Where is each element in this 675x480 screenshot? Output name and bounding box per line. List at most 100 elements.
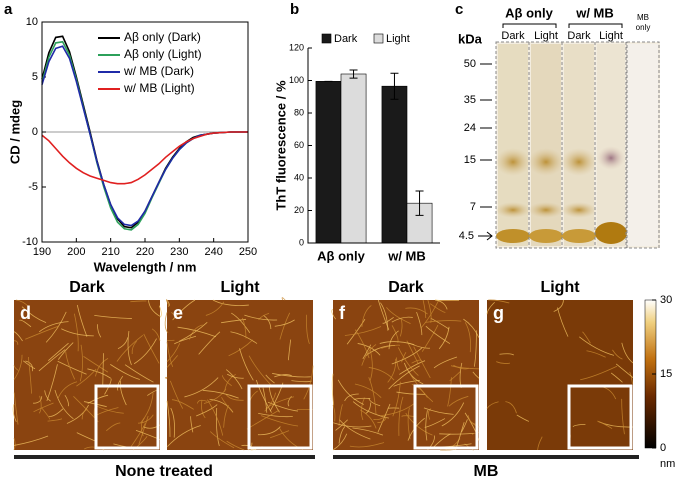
y-tick-label: -10	[22, 236, 38, 248]
fibril	[411, 383, 428, 398]
fibril	[102, 353, 104, 387]
fibril	[430, 317, 450, 330]
fibril	[166, 400, 171, 437]
marker-label: 50	[464, 58, 476, 70]
y-axis-title: CD / mdeg	[7, 100, 22, 164]
fibril	[369, 347, 373, 381]
legend-swatch	[321, 33, 332, 44]
group-brackets	[502, 23, 623, 28]
fibril	[127, 331, 132, 366]
fibril	[331, 373, 335, 406]
inset-frame	[413, 384, 479, 450]
fibril	[427, 299, 432, 323]
fibril	[405, 307, 428, 315]
fibril	[579, 336, 615, 356]
fibril	[387, 358, 397, 383]
fibril	[79, 344, 83, 382]
fibril	[13, 331, 23, 342]
gel-band	[561, 148, 597, 176]
fibril	[166, 341, 174, 368]
fibril	[57, 360, 87, 375]
lane	[597, 44, 625, 246]
fibril	[272, 373, 311, 378]
fibril	[164, 312, 169, 334]
bar	[381, 85, 408, 244]
image-title: Light	[220, 279, 260, 296]
fibril	[244, 314, 278, 321]
inset-frame	[567, 384, 633, 450]
fibril	[165, 376, 168, 379]
fibril	[96, 324, 102, 338]
fibril	[352, 401, 389, 419]
fibril	[377, 299, 390, 330]
fibril	[158, 305, 162, 318]
fibril	[306, 314, 310, 345]
fibril	[344, 326, 382, 336]
marker-label: 7	[470, 201, 476, 213]
fibril	[265, 374, 275, 384]
fibril	[221, 375, 232, 387]
fibril	[281, 297, 286, 301]
fibril	[131, 340, 137, 355]
fibril	[429, 303, 446, 313]
fibril	[450, 365, 480, 370]
fibril	[227, 373, 244, 379]
lane-borders	[495, 41, 660, 249]
fibril	[433, 356, 458, 369]
fibril	[349, 442, 385, 448]
fibril	[433, 433, 451, 448]
gel-band	[562, 229, 596, 243]
fibril	[331, 308, 337, 320]
fibril	[27, 356, 33, 394]
lane	[627, 44, 658, 246]
fibril	[368, 367, 395, 381]
fibril	[140, 392, 154, 424]
fibril	[202, 389, 239, 399]
fibril	[38, 395, 42, 414]
fibril	[205, 301, 225, 316]
fibril	[172, 299, 196, 321]
fibril	[354, 329, 370, 359]
fibril	[438, 326, 450, 350]
group-bar	[14, 455, 315, 459]
fibril	[377, 403, 391, 433]
legend-label: Dark	[334, 33, 358, 45]
fibril	[166, 355, 178, 368]
fibril	[189, 324, 203, 340]
gel-band	[561, 202, 597, 218]
fibril	[190, 416, 194, 433]
fibril	[397, 347, 419, 376]
legend-label: w/ MB (Light)	[123, 81, 195, 95]
image-title: Light	[540, 279, 580, 296]
fibril	[435, 299, 460, 302]
fibril	[124, 364, 154, 383]
fibril	[404, 362, 424, 385]
fibril	[354, 383, 382, 398]
fibril	[360, 397, 365, 421]
fibril	[87, 394, 109, 404]
fibril	[167, 425, 201, 447]
fibril	[416, 312, 423, 336]
fibril	[57, 381, 78, 399]
bar	[315, 81, 342, 244]
fibril	[352, 427, 384, 436]
fibril	[207, 399, 224, 436]
fibril	[151, 328, 161, 341]
fibril	[166, 339, 175, 341]
fibril	[537, 436, 543, 451]
fibril	[553, 299, 564, 312]
x-tick-label: 190	[33, 246, 51, 258]
fibril	[73, 313, 79, 352]
fibril	[269, 430, 290, 439]
fibril	[117, 375, 124, 391]
lane-label: Light	[534, 30, 558, 42]
fibril	[486, 301, 495, 315]
fibril	[15, 299, 29, 308]
fibril	[64, 394, 70, 407]
y-tick-label: 0	[299, 237, 304, 247]
fibril	[261, 415, 299, 427]
fibril	[380, 403, 415, 417]
x-axis-title: Wavelength / nm	[94, 259, 197, 274]
fibril	[453, 364, 470, 370]
fibril	[464, 412, 480, 441]
